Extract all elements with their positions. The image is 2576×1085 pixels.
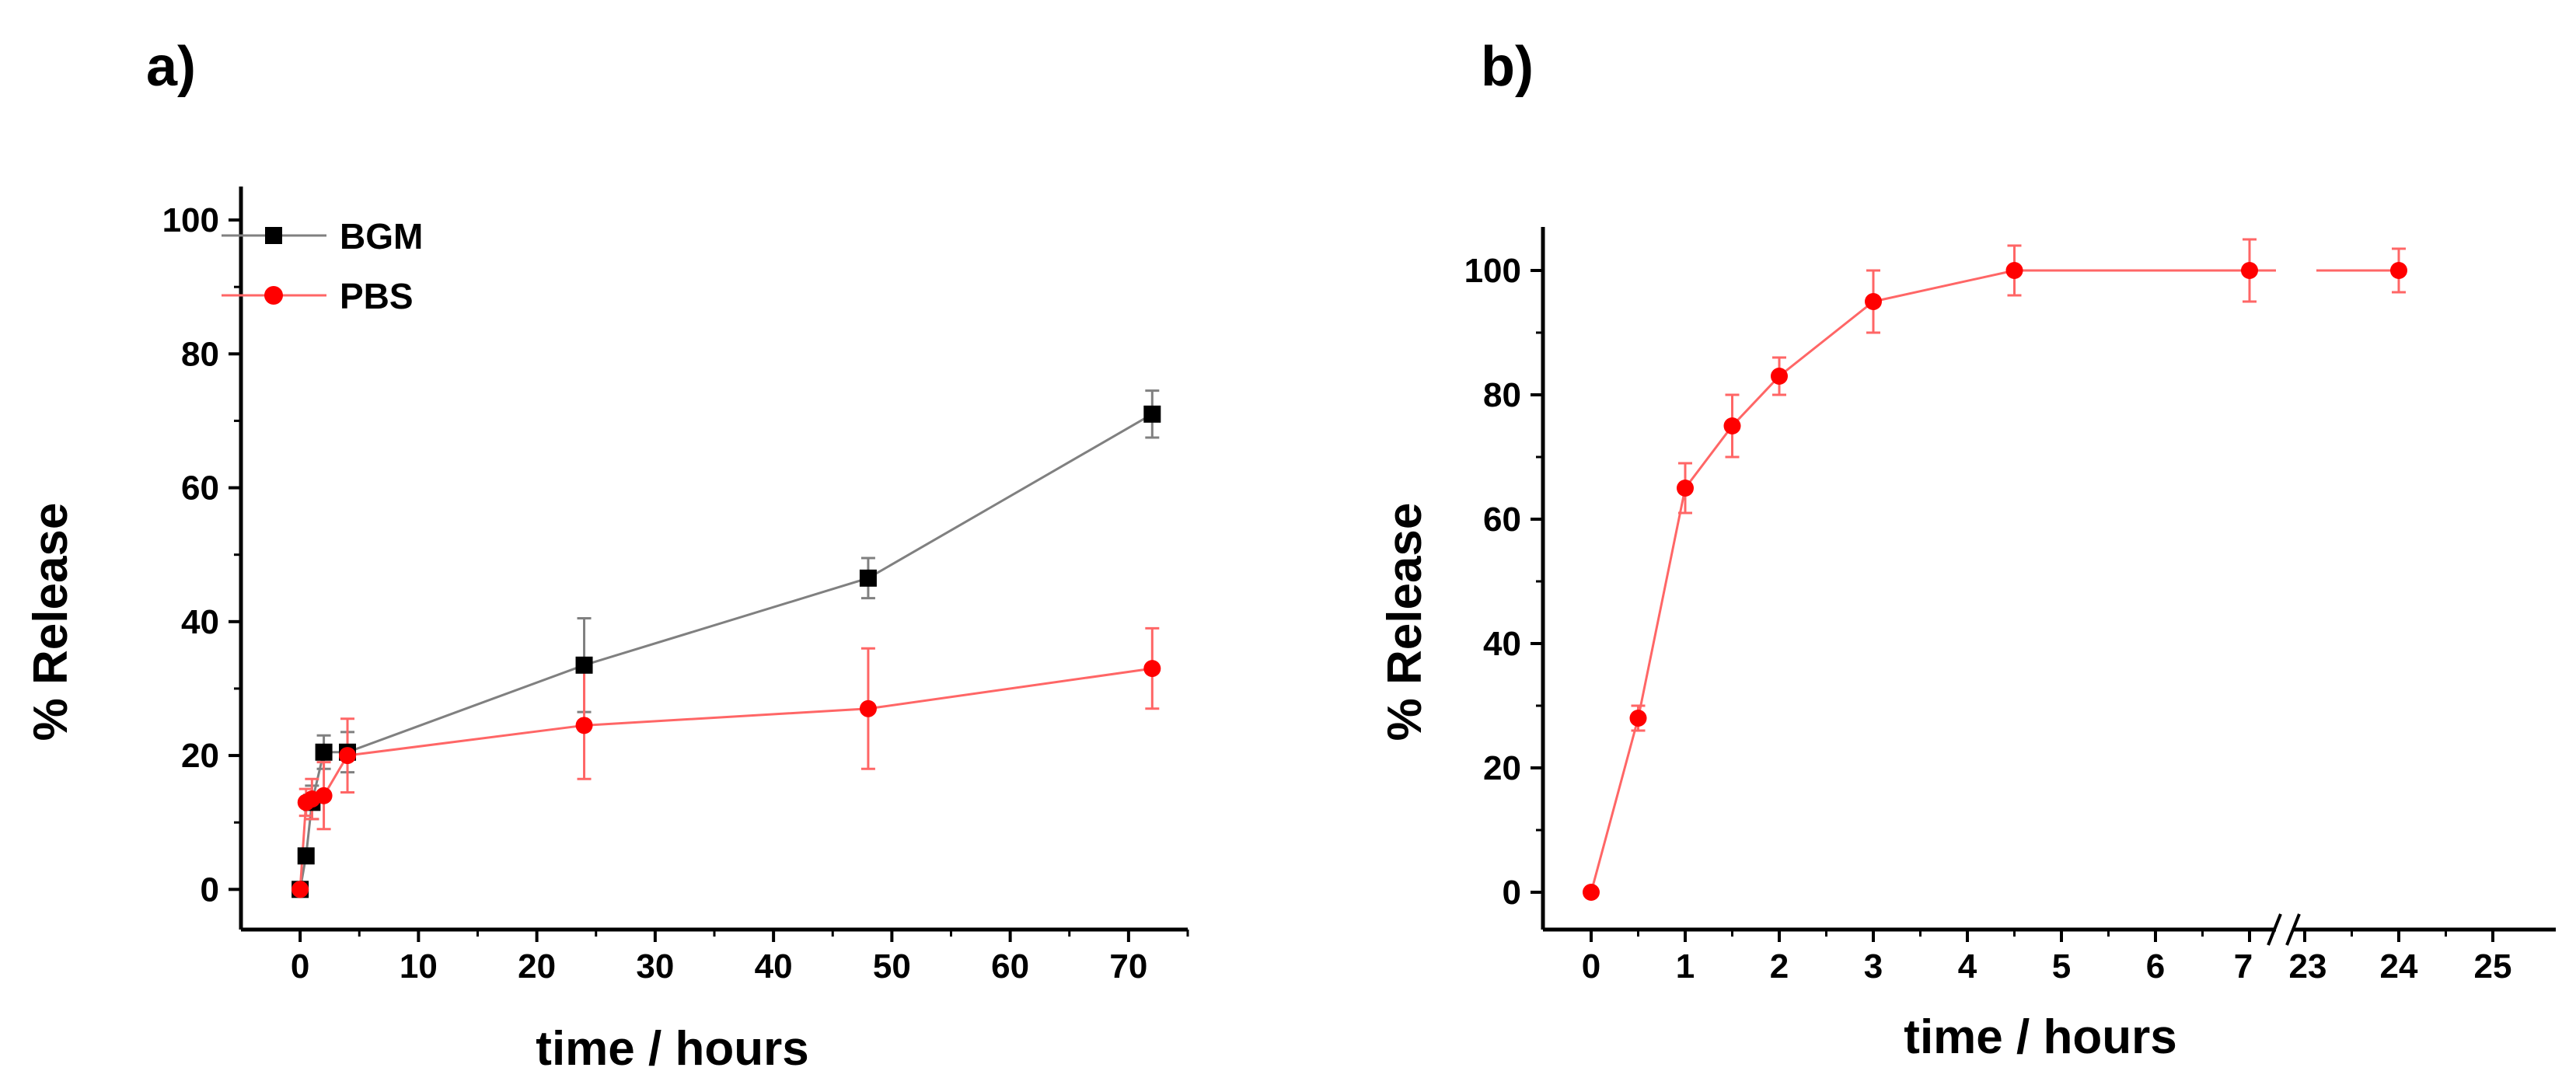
legend-bgm-marker	[265, 227, 282, 244]
panel-a-chart: a) 0 20 40 60 80 100 0 10 20 30 40 50 60 70 BGM PBS t…	[24, 36, 1189, 1076]
panel-a-label: a)	[146, 36, 196, 98]
data-point	[1629, 710, 1647, 727]
data-point-bgm	[575, 656, 593, 674]
data-point	[1771, 368, 1788, 385]
y-tick-label: 60	[1483, 501, 1521, 539]
legend-bgm-label: BGM	[340, 216, 423, 256]
panel-a-x-axis-title: time / hours	[536, 1022, 808, 1076]
y-tick-label: 20	[181, 737, 219, 775]
data-point	[1865, 293, 1882, 310]
data-point-pbs	[315, 787, 333, 804]
panel-b-series	[1583, 238, 2407, 901]
x-tick-label: 2	[1770, 947, 1789, 986]
series-line	[1590, 269, 2250, 893]
data-point	[2390, 262, 2407, 279]
x-tick-label: 60	[991, 947, 1029, 986]
x-tick-label: 0	[1582, 947, 1600, 986]
y-tick-label: 80	[181, 335, 219, 373]
data-point-bgm	[859, 569, 877, 587]
data-point-pbs	[339, 747, 357, 765]
data-point	[1583, 884, 1600, 901]
x-tick-label: 6	[2146, 947, 2165, 986]
y-tick-label: 80	[1483, 376, 1521, 414]
y-tick-label: 100	[1464, 252, 1521, 290]
panel-b-y-axis-title: % Release	[1378, 503, 1432, 741]
legend-pbs-marker	[264, 286, 283, 305]
panel-a-ticks: 0 20 40 60 80 100 0 10 20 30 40 50 60 70	[162, 201, 1189, 986]
x-tick-label: 20	[518, 947, 556, 986]
y-tick-label: 100	[162, 201, 219, 239]
y-tick-label: 0	[201, 870, 219, 909]
x-tick-label: 24	[2380, 947, 2418, 986]
data-point-bgm	[297, 847, 315, 865]
y-tick-label: 20	[1483, 749, 1521, 787]
data-point-bgm	[315, 743, 333, 761]
x-tick-label: 4	[1958, 947, 1977, 986]
data-point-bgm	[1143, 405, 1161, 423]
series-line-bgm	[298, 413, 1154, 890]
x-tick-label: 25	[2474, 947, 2512, 986]
panel-b-axes	[1541, 227, 2556, 946]
x-tick-label: 0	[291, 947, 309, 986]
x-tick-label: 50	[873, 947, 911, 986]
y-tick-label: 60	[181, 469, 219, 508]
x-tick-label: 70	[1109, 947, 1147, 986]
data-point	[1677, 480, 1694, 497]
data-point-pbs	[575, 717, 593, 734]
panel-b-label: b)	[1481, 36, 1534, 98]
data-point	[2241, 262, 2258, 279]
series-line-pbs	[298, 667, 1153, 890]
panel-b-x-axis-title: time / hours	[1904, 1010, 2176, 1064]
data-point	[1723, 417, 1741, 434]
x-tick-label: 1	[1676, 947, 1695, 986]
panel-a-y-axis-title: % Release	[24, 503, 78, 741]
data-point-pbs	[859, 699, 877, 717]
x-tick-label: 7	[2234, 947, 2253, 986]
x-tick-label: 30	[636, 947, 674, 986]
y-tick-label: 40	[181, 603, 219, 641]
panel-a-legend: BGM PBS	[222, 216, 423, 316]
x-tick-label: 10	[400, 947, 438, 986]
x-tick-label: 5	[2052, 947, 2071, 986]
x-tick-label: 23	[2289, 947, 2327, 986]
y-tick-label: 40	[1483, 625, 1521, 663]
axis-break-mark	[2285, 913, 2301, 946]
x-tick-label: 3	[1864, 947, 1883, 986]
data-point-pbs	[1143, 660, 1161, 678]
legend-pbs-label: PBS	[340, 276, 414, 316]
panel-a-series	[291, 389, 1161, 898]
data-point-pbs	[291, 881, 309, 898]
data-point	[2005, 262, 2023, 279]
y-tick-label: 0	[1503, 874, 1521, 912]
axis-break-mark	[2267, 913, 2282, 946]
x-tick-label: 40	[755, 947, 793, 986]
